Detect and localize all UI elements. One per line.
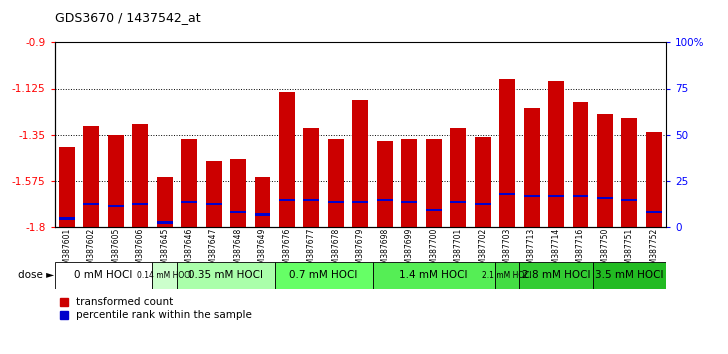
Text: 0.7 mM HOCl: 0.7 mM HOCl	[290, 270, 358, 280]
Bar	[548, 195, 564, 197]
Bar	[426, 209, 442, 211]
Text: 2.1 mM HOCl: 2.1 mM HOCl	[482, 271, 532, 280]
Text: 0.35 mM HOCl: 0.35 mM HOCl	[189, 270, 264, 280]
Bar	[572, 195, 588, 197]
Text: GDS3670 / 1437542_at: GDS3670 / 1437542_at	[55, 11, 200, 24]
Bar	[499, 193, 515, 195]
Bar	[177, 262, 274, 289]
Bar	[255, 177, 271, 227]
Bar	[401, 139, 417, 227]
Bar	[230, 159, 246, 227]
Bar	[475, 137, 491, 227]
Text: 2.8 mM HOCl: 2.8 mM HOCl	[522, 270, 590, 280]
Bar	[475, 203, 491, 205]
Text: dose ►: dose ►	[18, 270, 54, 280]
Bar	[495, 262, 519, 289]
Bar	[83, 126, 99, 227]
Bar	[157, 221, 173, 224]
Bar	[328, 139, 344, 227]
Bar	[274, 262, 373, 289]
Bar	[523, 195, 539, 197]
Bar	[55, 262, 152, 289]
Bar	[377, 141, 393, 227]
Bar	[181, 139, 197, 227]
Bar	[572, 102, 588, 227]
Legend: transformed count, percentile rank within the sample: transformed count, percentile rank withi…	[60, 297, 253, 320]
Bar	[255, 213, 271, 216]
Bar	[230, 211, 246, 213]
Bar	[622, 118, 638, 227]
Bar	[426, 139, 442, 227]
Bar	[373, 262, 495, 289]
Bar	[523, 108, 539, 227]
Text: 0 mM HOCl: 0 mM HOCl	[74, 270, 132, 280]
Bar	[279, 199, 295, 201]
Bar	[499, 79, 515, 227]
Bar	[205, 203, 221, 205]
Bar	[401, 201, 417, 203]
Bar	[328, 201, 344, 203]
Bar	[132, 203, 149, 205]
Bar	[279, 92, 295, 227]
Bar	[352, 201, 368, 203]
Bar	[646, 132, 662, 227]
Bar	[519, 262, 593, 289]
Bar	[622, 199, 638, 201]
Bar	[205, 161, 221, 227]
Text: 0.14 mM HOCl: 0.14 mM HOCl	[138, 271, 192, 280]
Bar	[593, 262, 666, 289]
Bar	[152, 262, 177, 289]
Bar	[83, 203, 99, 205]
Text: 3.5 mM HOCl: 3.5 mM HOCl	[596, 270, 664, 280]
Bar	[59, 147, 75, 227]
Bar	[304, 129, 320, 227]
Bar	[108, 205, 124, 207]
Bar	[157, 177, 173, 227]
Bar	[352, 100, 368, 227]
Bar	[132, 124, 149, 227]
Bar	[450, 201, 466, 203]
Bar	[597, 114, 613, 227]
Bar	[450, 129, 466, 227]
Bar	[377, 199, 393, 201]
Text: 1.4 mM HOCl: 1.4 mM HOCl	[400, 270, 468, 280]
Bar	[548, 81, 564, 227]
Bar	[304, 199, 320, 201]
Bar	[597, 197, 613, 199]
Bar	[108, 135, 124, 227]
Bar	[181, 201, 197, 203]
Bar	[646, 211, 662, 213]
Bar	[59, 217, 75, 219]
